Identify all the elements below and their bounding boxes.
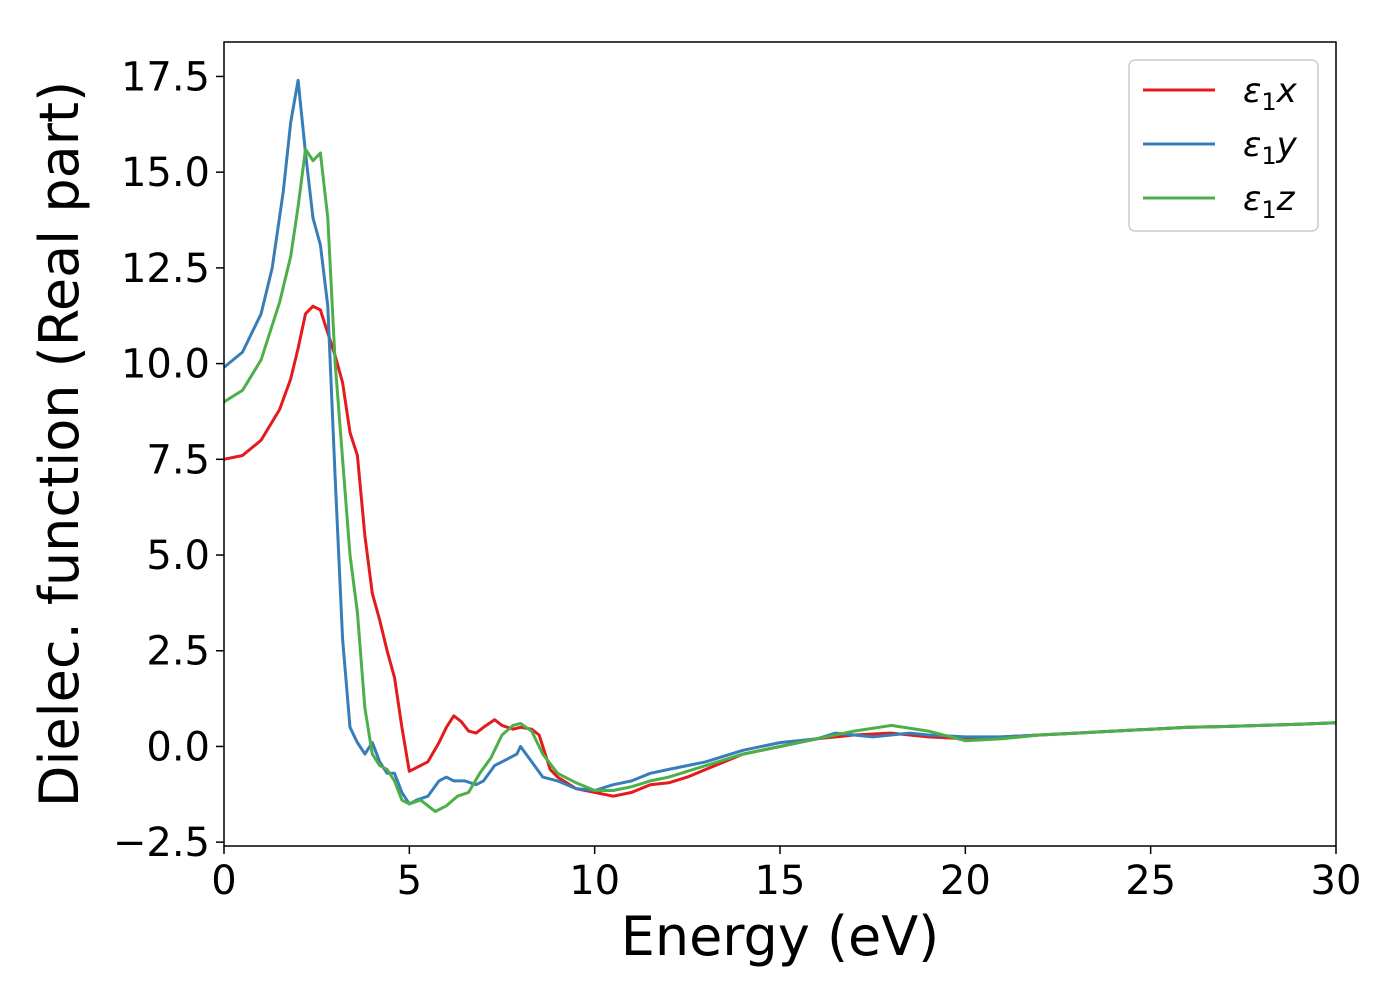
series-line-2: [223, 78, 1337, 806]
series-line-1: [223, 304, 1337, 798]
series-line-3: [223, 147, 1337, 813]
y-tick-label: 12.5: [121, 246, 210, 292]
y-tick-label: 10.0: [121, 342, 210, 388]
x-tick-label: 25: [1125, 858, 1176, 904]
y-tick-label: 17.5: [121, 54, 210, 100]
x-axis-ticks: 0 5 10 15 20 25 30: [211, 846, 1361, 904]
y-tick-label: 7.5: [146, 437, 210, 483]
x-tick-label: 30: [1311, 858, 1362, 904]
x-tick-label: 20: [940, 858, 991, 904]
y-axis-ticks: −2.5 0.0 2.5 5.0 7.5 10.0 12.5 15.0 17.5: [113, 54, 224, 866]
x-axis-label: Energy (eV): [621, 905, 940, 968]
legend-label-1: ε1x: [1243, 71, 1298, 116]
legend-box: [1128, 59, 1319, 232]
y-axis-label: Dielec. function (Real part): [28, 81, 91, 807]
x-tick-label: 5: [397, 858, 422, 904]
y-tick-label: 0.0: [146, 724, 210, 770]
y-tick-label: −2.5: [113, 820, 210, 866]
legend: ε1x ε1y ε1z: [1128, 59, 1319, 232]
legend-label-3: ε1z: [1243, 179, 1296, 224]
series-lines: [223, 78, 1337, 813]
x-tick-label: 15: [755, 858, 806, 904]
y-tick-label: 15.0: [121, 150, 210, 196]
y-tick-label: 2.5: [146, 629, 210, 675]
legend-label-2: ε1y: [1243, 125, 1298, 170]
y-tick-label: 5.0: [146, 533, 210, 579]
x-tick-label: 0: [211, 858, 236, 904]
x-tick-label: 10: [569, 858, 620, 904]
